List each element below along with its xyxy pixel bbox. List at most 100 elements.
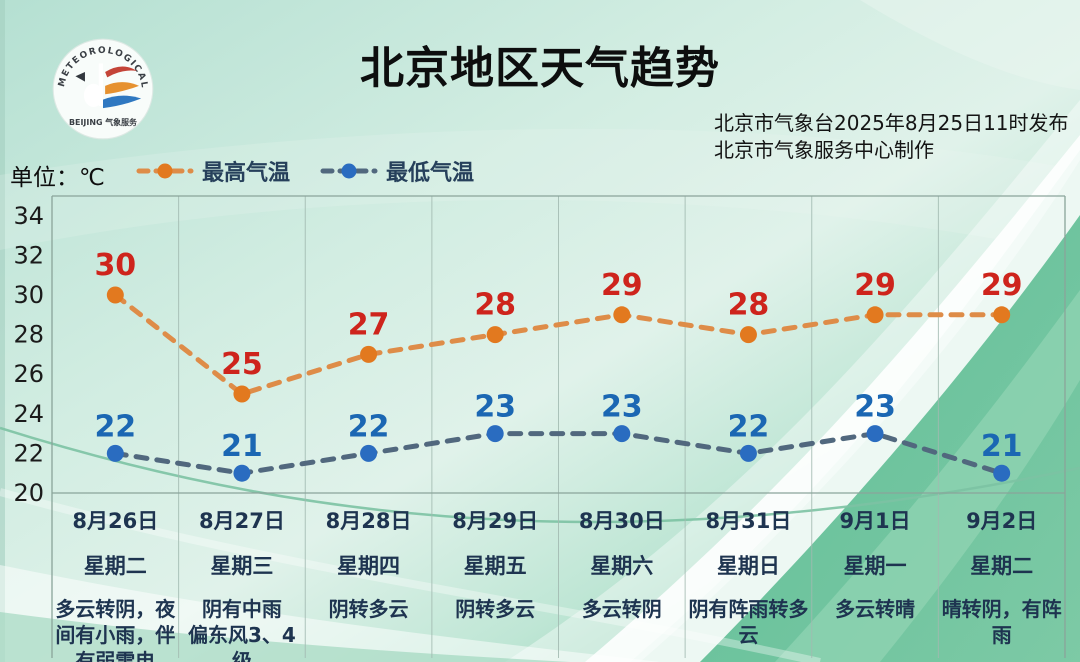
high-temp-point (993, 306, 1011, 324)
y-tick-label: 30 (13, 281, 44, 309)
weekday-label: 星期日 (716, 554, 780, 578)
weather-label: 阴有阵雨转多云 (688, 597, 809, 647)
weekday-label: 星期四 (337, 554, 401, 578)
top-right-swoosh (860, 0, 1080, 90)
x-label-column: 8月28日星期四阴转多云 (305, 500, 432, 662)
logo-blue-swoosh (103, 95, 142, 109)
chart-legend: 最高气温 最低气温 (136, 155, 474, 187)
high-temp-point (233, 385, 251, 403)
high-temp-value-label: 28 (728, 288, 770, 323)
logo-pole (98, 63, 103, 106)
low-temp-value-label: 22 (348, 409, 390, 444)
left-edge-strip (0, 0, 5, 662)
y-tick-label: 34 (13, 202, 44, 230)
y-tick-label: 22 (13, 439, 44, 467)
legend-item-low: 最低气温 (320, 155, 474, 187)
x-label-column: 8月29日星期五阴转多云 (432, 500, 559, 662)
x-label-column: 8月27日 星期三 阴有中雨 偏东风3、4级 (179, 500, 306, 662)
low-temp-point (866, 425, 884, 443)
low-temp-value-label: 23 (854, 390, 896, 425)
low-temp-value-label: 22 (728, 409, 770, 444)
bottom-left-green-band (0, 612, 570, 662)
high-temp-legend-marker-icon (136, 163, 194, 179)
date-label: 8月28日 (325, 509, 412, 533)
weather-label: 多云转阴 (581, 597, 662, 621)
legend-label: 最高气温 (202, 161, 291, 186)
low-temp-point (360, 444, 378, 462)
weather-label: 多云转阴，夜间有小雨，伴有弱雷电 (55, 597, 176, 662)
weekday-label: 星期三 (210, 554, 274, 578)
y-tick-label: 26 (13, 360, 44, 388)
date-label: 8月30日 (578, 509, 665, 533)
weekday-label: 星期二 (83, 554, 147, 578)
legend-item-high: 最高气温 (136, 155, 290, 187)
low-temp-point (993, 464, 1011, 482)
x-label-column: 8月30日星期六多云转阴 (559, 500, 686, 662)
high-temp-point (486, 326, 504, 344)
logo-red-swoosh (105, 66, 137, 78)
logo-ring-text-bottom: BEIJING 气象服务 (69, 117, 138, 127)
low-temp-value-label: 21 (221, 429, 263, 464)
publish-line-1: 北京市气象台2025年8月25日11时发布 (714, 111, 1069, 135)
x-axis-labels: 8月26日 星期二 多云转阴，夜间有小雨，伴有弱雷电 8月27日 星期三 阴有中雨 偏东风… (52, 500, 1065, 662)
high-temp-value-label: 27 (348, 307, 390, 342)
low-temp-point (233, 464, 251, 482)
logo-cloud (83, 83, 103, 108)
y-tick-label: 24 (13, 400, 44, 428)
x-label-column: 8月26日星期二多云转阴，夜间有小雨，伴有弱雷电 (52, 500, 179, 662)
low-temp-value-label: 23 (601, 390, 643, 425)
high-temp-point (739, 326, 757, 344)
weekday-label: 星期二 (970, 554, 1034, 578)
low-temp-line (112, 431, 1005, 476)
weekday-label: 星期一 (843, 554, 907, 578)
high-temp-value-label: 25 (221, 347, 263, 382)
date-label: 8月26日 (72, 509, 159, 533)
x-label-column: 9月2日星期二晴转阴，有阵雨 (938, 500, 1065, 662)
publish-info: 北京市气象台2025年8月25日11时发布 北京市气象服务中心制作 (714, 110, 1069, 164)
y-tick-label: 32 (13, 241, 44, 269)
weather-label: 多云转晴 (835, 597, 916, 621)
unit-label: 单位：℃ (10, 165, 105, 191)
page-title: 北京地区天气趋势 (360, 43, 720, 94)
high-temp-value-label: 28 (474, 288, 516, 323)
date-label: 8月31日 (705, 509, 792, 533)
low-temp-point (739, 444, 757, 462)
high-temp-value-label: 29 (854, 268, 896, 303)
low-temp-legend-marker-icon (320, 163, 378, 179)
thin-white-arc (0, 488, 821, 662)
high-temp-value-label: 29 (981, 268, 1023, 303)
weather-label: 阴转多云 (328, 597, 409, 621)
weather-label: 阴转多云 (455, 597, 536, 621)
high-temp-point (106, 286, 124, 304)
high-temp-value-label: 30 (94, 248, 136, 283)
weather-label: 晴转阴，有阵雨 (941, 597, 1062, 647)
date-label: 8月29日 (452, 509, 539, 533)
legend-label: 最低气温 (386, 161, 475, 186)
high-temp-point (360, 345, 378, 363)
low-temp-point (613, 425, 631, 443)
low-temp-value-label: 22 (94, 409, 136, 444)
high-temp-value-label: 29 (601, 268, 643, 303)
date-label: 9月2日 (966, 509, 1038, 533)
high-temp-point (866, 306, 884, 324)
inner-green-band (775, 290, 1080, 662)
weekday-label: 星期五 (463, 554, 527, 578)
date-label: 9月1日 (839, 509, 911, 533)
date-label: 8月27日 (199, 509, 285, 533)
publish-line-2: 北京市气象服务中心制作 (714, 138, 934, 162)
logo-orange-swoosh (105, 82, 140, 95)
high-temp-line (112, 292, 1005, 397)
logo-vane-icon (75, 72, 85, 82)
low-temp-point (486, 425, 504, 443)
upper-streak (0, 128, 1080, 255)
weekday-label: 星期六 (590, 554, 654, 578)
y-tick-label: 20 (13, 479, 44, 507)
weather-service-logo: METEOROLOGICAL SERVICE BEIJING 气象服务 (50, 36, 154, 140)
thin-arc-line (0, 426, 1080, 524)
high-temp-point (613, 306, 631, 324)
x-label-column: 8月31日星期日阴有阵雨转多云 (685, 500, 812, 662)
low-temp-point (106, 444, 124, 462)
